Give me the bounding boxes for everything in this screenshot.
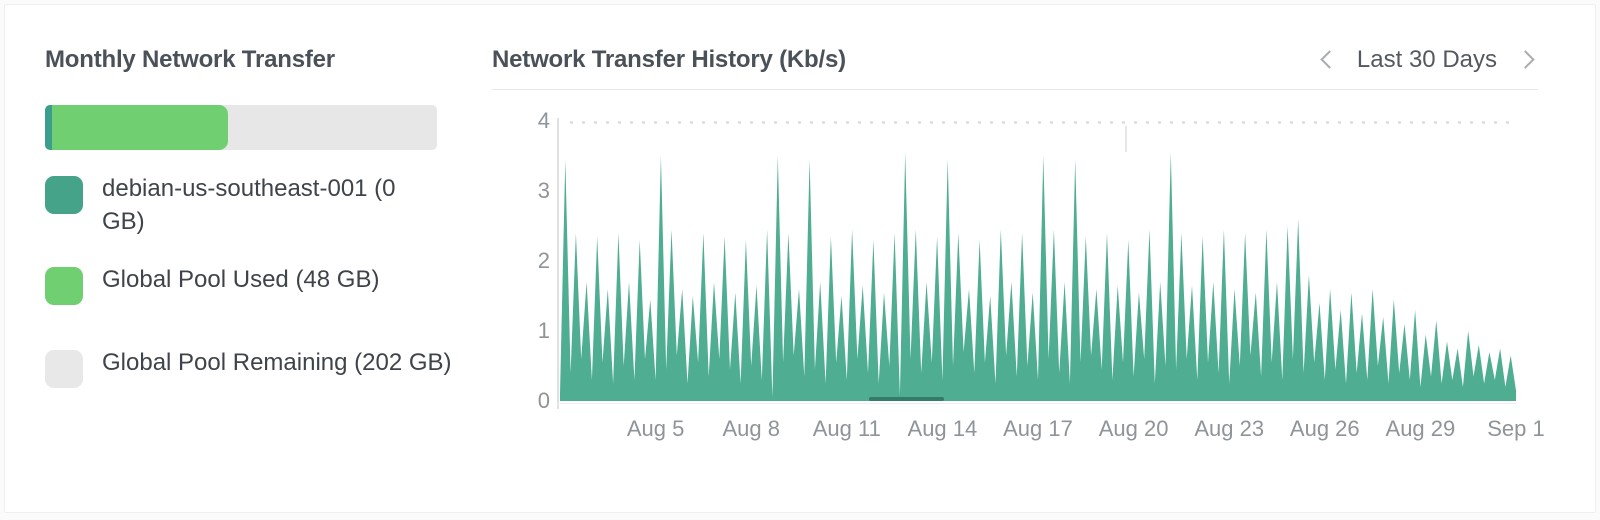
legend-swatch-global-remaining xyxy=(45,350,83,388)
date-range-control: Last 30 Days xyxy=(1316,46,1538,74)
transfer-history-panel: Network Transfer History (Kb/s) Last 30 … xyxy=(492,5,1545,512)
monthly-transfer-panel: Monthly Network Transfer debian-us-south… xyxy=(45,5,495,512)
legend-item-debian: debian-us-southeast-001 (0 GB) xyxy=(45,172,417,238)
series-debian-baseline xyxy=(868,397,945,401)
y-tick-label: 4 xyxy=(537,108,550,133)
y-tick-label: 3 xyxy=(537,178,550,203)
y-tick-label: 2 xyxy=(537,248,550,273)
x-tick-label: Aug 8 xyxy=(722,416,780,441)
y-tick-label: 0 xyxy=(537,388,550,413)
header-divider xyxy=(492,89,1538,90)
legend-label-debian: debian-us-southeast-001 (0 GB) xyxy=(102,175,396,235)
y-axis-line xyxy=(557,118,559,409)
previous-range-button[interactable] xyxy=(1316,47,1342,73)
x-tick-label: Aug 5 xyxy=(626,416,685,441)
monthly-transfer-title: Monthly Network Transfer xyxy=(45,46,335,73)
x-tick-label: Sep 1 xyxy=(1487,416,1545,441)
legend-swatch-global-used xyxy=(45,267,83,305)
legend-item-global-used: Global Pool Used (48 GB) xyxy=(45,263,379,305)
x-tick-label: Aug 23 xyxy=(1194,416,1265,441)
legend-item-global-remaining: Global Pool Remaining (202 GB) xyxy=(45,346,452,388)
area-chart-svg[interactable] xyxy=(560,121,1516,401)
network-transfer-area-series xyxy=(560,152,1516,401)
x-axis-line xyxy=(557,403,1516,404)
next-range-button[interactable] xyxy=(1512,47,1538,73)
x-tick-label: Aug 29 xyxy=(1385,416,1456,441)
bar-segment-global-used xyxy=(52,105,229,150)
x-tick-label: Aug 20 xyxy=(1098,416,1169,441)
chart-header: Network Transfer History (Kb/s) Last 30 … xyxy=(492,46,1538,74)
chevron-right-icon xyxy=(1516,50,1535,69)
transfer-history-title: Network Transfer History (Kb/s) xyxy=(492,46,846,73)
legend-label-global-used: Global Pool Used (48 GB) xyxy=(102,266,380,293)
hover-indicator-tick xyxy=(1125,126,1127,152)
x-tick-label: Aug 26 xyxy=(1289,416,1360,441)
chevron-left-icon xyxy=(1320,50,1339,69)
x-tick-label: Aug 17 xyxy=(1003,416,1073,441)
x-tick-label: Aug 14 xyxy=(907,416,978,441)
bar-segment-debian xyxy=(45,105,53,150)
transfer-usage-bar xyxy=(45,105,437,150)
date-range-label: Last 30 Days xyxy=(1356,46,1497,73)
legend-label-global-remaining: Global Pool Remaining (202 GB) xyxy=(102,349,452,376)
y-tick-label: 1 xyxy=(537,318,550,343)
network-transfer-card: Monthly Network Transfer debian-us-south… xyxy=(4,4,1596,513)
x-tick-label: Aug 11 xyxy=(812,416,881,441)
legend-swatch-debian xyxy=(45,176,83,214)
